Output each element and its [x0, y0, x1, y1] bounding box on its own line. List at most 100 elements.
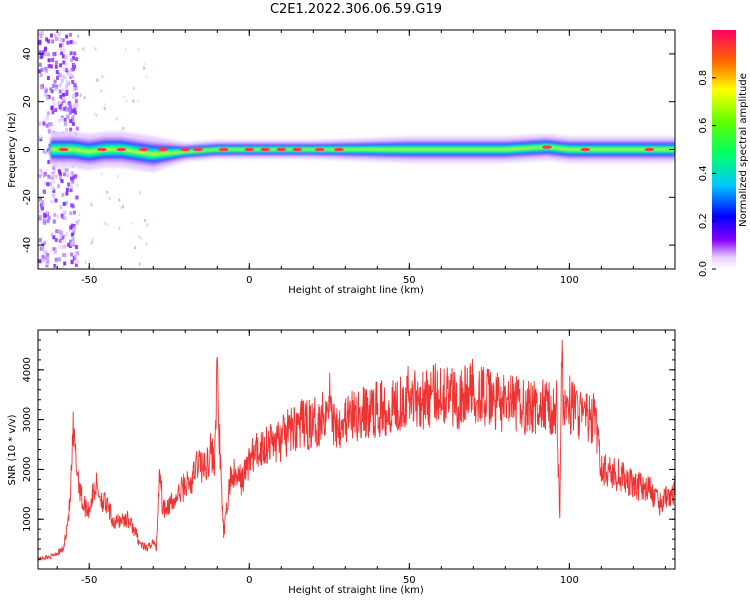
- noise-cell: [40, 54, 44, 59]
- noise-cell: [45, 96, 49, 101]
- colorbar-tick-label: 0.8: [698, 70, 709, 86]
- noise-cell: [42, 121, 46, 126]
- noise-cell: [52, 179, 56, 184]
- noise-cell: [57, 118, 61, 123]
- noise-cell: [51, 83, 55, 88]
- x-tick-label: 0: [246, 575, 252, 586]
- noise-cell: [51, 58, 55, 63]
- x-tick-label: -50: [81, 275, 97, 286]
- noise-cell: [60, 179, 64, 184]
- noise-cell: [71, 115, 75, 120]
- peak-mark: [138, 147, 149, 152]
- noise-cell: [39, 34, 43, 39]
- noise-cell: [64, 68, 68, 73]
- noise-cell: [38, 135, 42, 140]
- noise-cell: [69, 51, 73, 56]
- spectral-band: [50, 145, 675, 157]
- noise-cell: [90, 203, 93, 207]
- noise-cell: [47, 58, 51, 63]
- noise-cell: [137, 48, 140, 52]
- peak-mark: [314, 147, 325, 152]
- noise-cell: [38, 197, 42, 202]
- noise-cell: [70, 252, 74, 257]
- noise-cell: [106, 190, 109, 194]
- y-tick-label: 2000: [22, 457, 33, 482]
- noise-cell: [60, 79, 64, 84]
- noise-cell: [59, 94, 63, 99]
- noise-cell: [74, 259, 78, 264]
- noise-cell: [97, 79, 100, 83]
- noise-cell: [52, 165, 56, 170]
- noise-cell: [47, 215, 51, 220]
- noise-cell: [62, 201, 66, 206]
- noise-cell: [60, 266, 64, 269]
- noise-cell: [103, 106, 106, 110]
- noise-cell: [38, 174, 42, 179]
- x-tick-label: 50: [403, 575, 416, 586]
- noise-cell: [49, 64, 53, 69]
- noise-cell: [57, 72, 61, 77]
- noise-cell: [65, 92, 69, 97]
- noise-cell: [74, 262, 78, 267]
- colorbar: 0.0 0.2 0.4 0.6 0.8 Normalized spectral ampl…: [698, 30, 749, 277]
- noise-cell: [53, 250, 57, 255]
- noise-cell: [43, 150, 47, 155]
- noise-cell: [58, 100, 62, 105]
- noise-cell: [59, 205, 63, 210]
- noise-cell: [47, 95, 51, 100]
- noise-cell: [62, 98, 66, 103]
- snr-y-label: SNR (10 * v/v): [7, 414, 18, 485]
- noise-cell: [42, 119, 46, 124]
- noise-cell: [62, 239, 66, 244]
- noise-cell: [66, 81, 70, 86]
- noise-cell: [65, 108, 69, 113]
- noise-cell: [64, 55, 68, 60]
- noise-cell: [45, 116, 49, 121]
- noise-cell: [66, 70, 70, 75]
- noise-cell: [68, 72, 72, 77]
- noise-cell: [41, 245, 45, 250]
- noise-cell: [70, 242, 74, 247]
- noise-cell: [69, 127, 73, 132]
- noise-cell: [70, 176, 74, 181]
- noise-cell: [46, 182, 50, 187]
- noise-cell: [69, 188, 73, 193]
- noise-cell: [39, 204, 43, 209]
- noise-cell: [93, 112, 96, 116]
- noise-cell: [106, 223, 109, 227]
- y-tick-label: -20: [22, 189, 33, 205]
- noise-cell: [103, 103, 106, 107]
- noise-cell: [67, 68, 71, 73]
- noise-cell: [68, 110, 72, 115]
- noise-cell: [61, 54, 65, 59]
- noise-cell: [115, 117, 118, 121]
- noise-cell: [41, 200, 45, 205]
- noise-cell: [69, 58, 73, 63]
- noise-cell: [62, 60, 66, 65]
- noise-cell: [42, 212, 46, 217]
- noise-cell: [59, 63, 63, 68]
- noise-cell: [74, 174, 78, 179]
- noise-cell: [65, 80, 69, 85]
- noise-cell: [62, 106, 66, 111]
- noise-cell: [60, 117, 64, 122]
- noise-cell: [67, 182, 71, 187]
- noise-cell: [56, 184, 60, 189]
- noise-cell: [118, 226, 121, 230]
- colorbar-tick-label: 0.2: [698, 213, 709, 229]
- noise-cell: [41, 258, 45, 263]
- noise-cell: [146, 223, 149, 227]
- noise-cell: [63, 121, 67, 126]
- noise-cell: [54, 64, 58, 69]
- noise-cell: [71, 56, 75, 61]
- noise-cell: [74, 103, 78, 108]
- noise-cell: [91, 238, 94, 242]
- noise-cell: [76, 174, 79, 178]
- noise-cell: [61, 252, 65, 257]
- noise-cell: [40, 30, 44, 35]
- noise-cell: [50, 199, 54, 204]
- noise-cell: [62, 67, 66, 72]
- noise-cell: [69, 239, 73, 244]
- noise-cell: [95, 113, 98, 117]
